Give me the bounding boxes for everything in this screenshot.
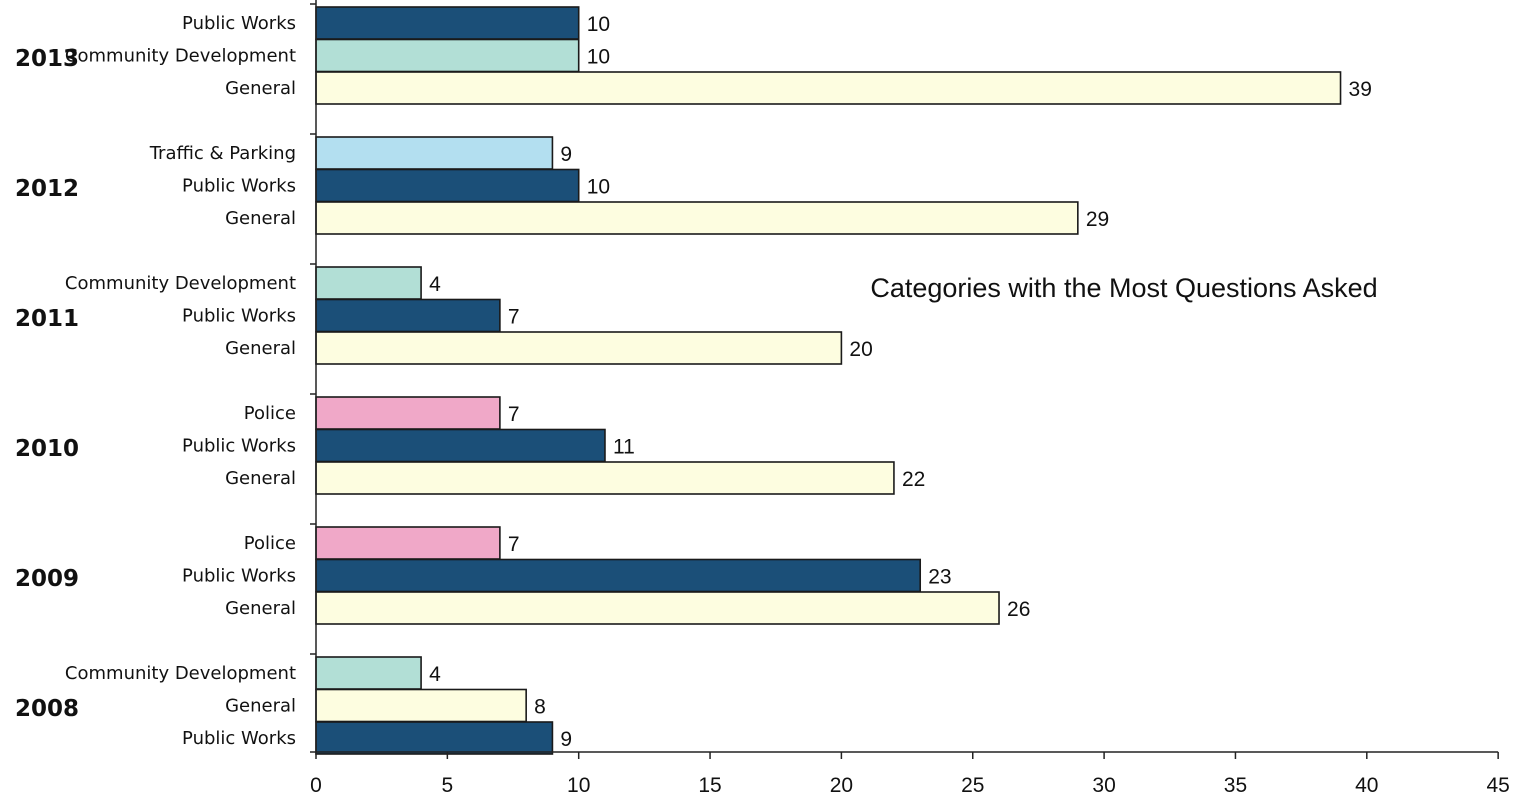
category-label: General bbox=[225, 78, 296, 99]
bar-2013-2 bbox=[315, 71, 1342, 105]
data-label: 29 bbox=[1086, 208, 1109, 231]
bar-2008-2 bbox=[315, 721, 554, 755]
bar-2008-1 bbox=[315, 688, 527, 723]
x-tick-label: 0 bbox=[310, 774, 322, 797]
category-label: Traffic & Parking bbox=[149, 143, 296, 164]
category-label: Public Works bbox=[182, 176, 296, 197]
bar-2008-0 bbox=[315, 656, 422, 690]
bar-2009-2 bbox=[315, 591, 1000, 625]
data-label: 9 bbox=[560, 728, 572, 751]
category-label: Public Works bbox=[182, 13, 296, 34]
bar-2010-0 bbox=[315, 396, 501, 430]
category-label: Public Works bbox=[182, 566, 296, 587]
year-label: 2010 bbox=[15, 436, 79, 462]
x-tick-label: 30 bbox=[1092, 774, 1115, 797]
category-label: Public Works bbox=[182, 728, 296, 749]
x-tick-label: 15 bbox=[698, 774, 721, 797]
category-label: Community Development bbox=[65, 663, 296, 684]
year-label: 2011 bbox=[15, 306, 79, 332]
data-label: 10 bbox=[587, 46, 610, 69]
category-label: Public Works bbox=[182, 436, 296, 457]
x-tick-label: 10 bbox=[567, 774, 590, 797]
x-tick-label: 25 bbox=[961, 774, 984, 797]
data-label: 7 bbox=[508, 306, 520, 329]
data-label: 22 bbox=[902, 468, 925, 491]
bar-2013-1 bbox=[315, 38, 580, 73]
data-label: 10 bbox=[587, 176, 610, 199]
bar-2011-0 bbox=[315, 266, 422, 300]
data-label: 4 bbox=[429, 663, 441, 686]
x-tick-label: 5 bbox=[442, 774, 454, 797]
bar-2013-0 bbox=[315, 6, 580, 40]
bar-2012-2 bbox=[315, 201, 1079, 235]
data-label: 7 bbox=[508, 403, 520, 426]
x-tick-label: 35 bbox=[1224, 774, 1247, 797]
year-label: 2012 bbox=[15, 176, 79, 202]
chart-title: Categories with the Most Questions Asked bbox=[870, 273, 1377, 303]
category-label: Community Development bbox=[65, 46, 296, 67]
bar-2012-1 bbox=[315, 168, 580, 203]
data-label: 8 bbox=[534, 696, 546, 719]
category-label: Community Development bbox=[65, 273, 296, 294]
data-label: 10 bbox=[587, 13, 610, 36]
category-label: General bbox=[225, 598, 296, 619]
x-tick-label: 20 bbox=[830, 774, 853, 797]
bar-2012-0 bbox=[315, 136, 554, 170]
data-label: 4 bbox=[429, 273, 441, 296]
bar-2009-1 bbox=[315, 558, 922, 593]
x-tick-label: 45 bbox=[1486, 774, 1509, 797]
category-label: General bbox=[225, 208, 296, 229]
category-label: General bbox=[225, 338, 296, 359]
data-label: 26 bbox=[1007, 598, 1030, 621]
data-label: 9 bbox=[560, 143, 572, 166]
bar-2011-2 bbox=[315, 331, 843, 365]
data-label: 7 bbox=[508, 533, 520, 556]
year-label: 2008 bbox=[15, 696, 79, 722]
category-label: Public Works bbox=[182, 306, 296, 327]
category-label: Police bbox=[244, 533, 296, 554]
bar-2010-1 bbox=[315, 428, 606, 463]
category-label: General bbox=[225, 468, 296, 489]
category-label: General bbox=[225, 696, 296, 717]
bar-2011-1 bbox=[315, 298, 501, 333]
data-label: 23 bbox=[928, 566, 951, 589]
data-label: 11 bbox=[613, 436, 635, 459]
x-tick-label: 40 bbox=[1355, 774, 1378, 797]
data-label: 20 bbox=[849, 338, 872, 361]
bar-2009-0 bbox=[315, 526, 501, 560]
bar-2010-2 bbox=[315, 461, 895, 495]
year-label: 2013 bbox=[15, 46, 79, 72]
data-label: 39 bbox=[1349, 78, 1372, 101]
category-label: Police bbox=[244, 403, 296, 424]
year-label: 2009 bbox=[15, 566, 79, 592]
